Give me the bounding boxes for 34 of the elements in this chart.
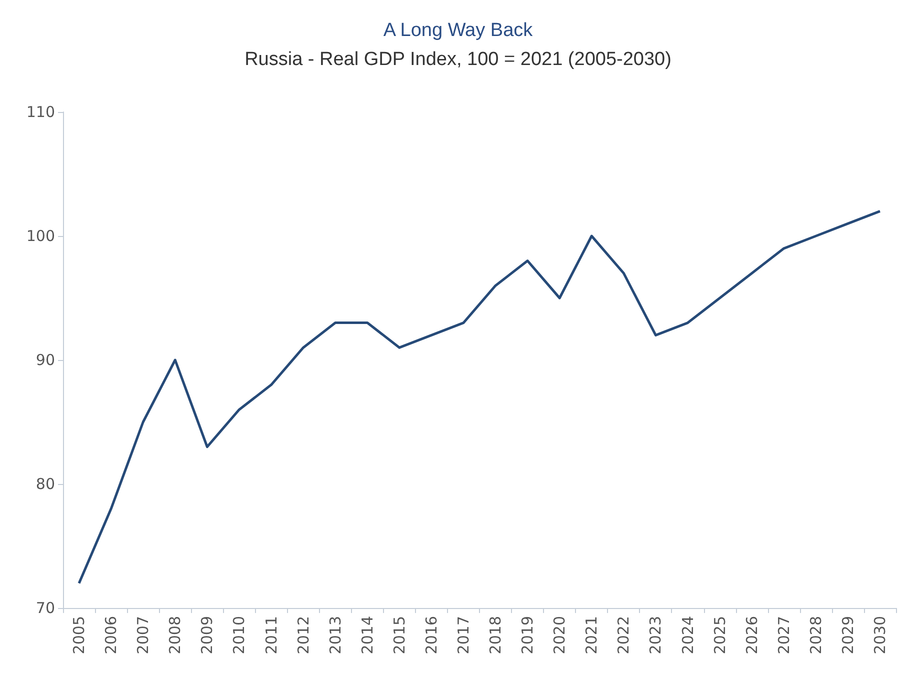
x-tick-label: 2010 <box>230 616 248 654</box>
x-tick-label: 2019 <box>518 616 537 654</box>
x-tick-label: 2027 <box>774 616 793 654</box>
x-tick-label: 2013 <box>326 616 344 654</box>
x-tick-label: 2030 <box>870 616 889 654</box>
x-tick-label: 2008 <box>166 616 184 654</box>
x-tick-label: 2015 <box>390 616 408 654</box>
line-series <box>78 210 882 584</box>
x-tick-label: 2029 <box>838 616 857 654</box>
y-tick-label: 100 <box>26 227 55 245</box>
chart-title: A Long Way Back <box>383 20 534 41</box>
chart-subtitle: Russia - Real GDP Index, 100 = 2021 (2005-2030) <box>244 49 672 70</box>
x-tick-label: 2012 <box>294 616 312 654</box>
x-tick-label: 2025 <box>710 616 729 654</box>
x-tick-label: 2011 <box>262 616 280 654</box>
x-tick-label: 2006 <box>102 616 120 654</box>
x-tick-label: 2005 <box>70 616 88 654</box>
x-tick-label: 2024 <box>678 616 697 654</box>
x-tick-label: 2018 <box>486 616 505 654</box>
y-tick-label: 70 <box>36 599 55 617</box>
x-tick-label: 2022 <box>614 616 633 654</box>
x-tick-label: 2016 <box>422 616 440 654</box>
x-tick-label: 2017 <box>454 616 472 654</box>
x-tick-label: 2020 <box>550 616 569 654</box>
x-tick-label: 2009 <box>198 616 216 654</box>
x-tick-label: 2023 <box>646 616 665 654</box>
x-tick-label: 2028 <box>806 616 825 654</box>
x-tick-label: 2021 <box>582 616 601 654</box>
x-tick-label: 2007 <box>134 616 152 654</box>
x-tick-label: 2026 <box>742 616 761 654</box>
y-tick-label: 80 <box>36 475 55 493</box>
x-tick-label: 2014 <box>358 616 376 654</box>
y-tick-label: 90 <box>36 351 55 369</box>
y-tick-label: 110 <box>26 103 55 121</box>
